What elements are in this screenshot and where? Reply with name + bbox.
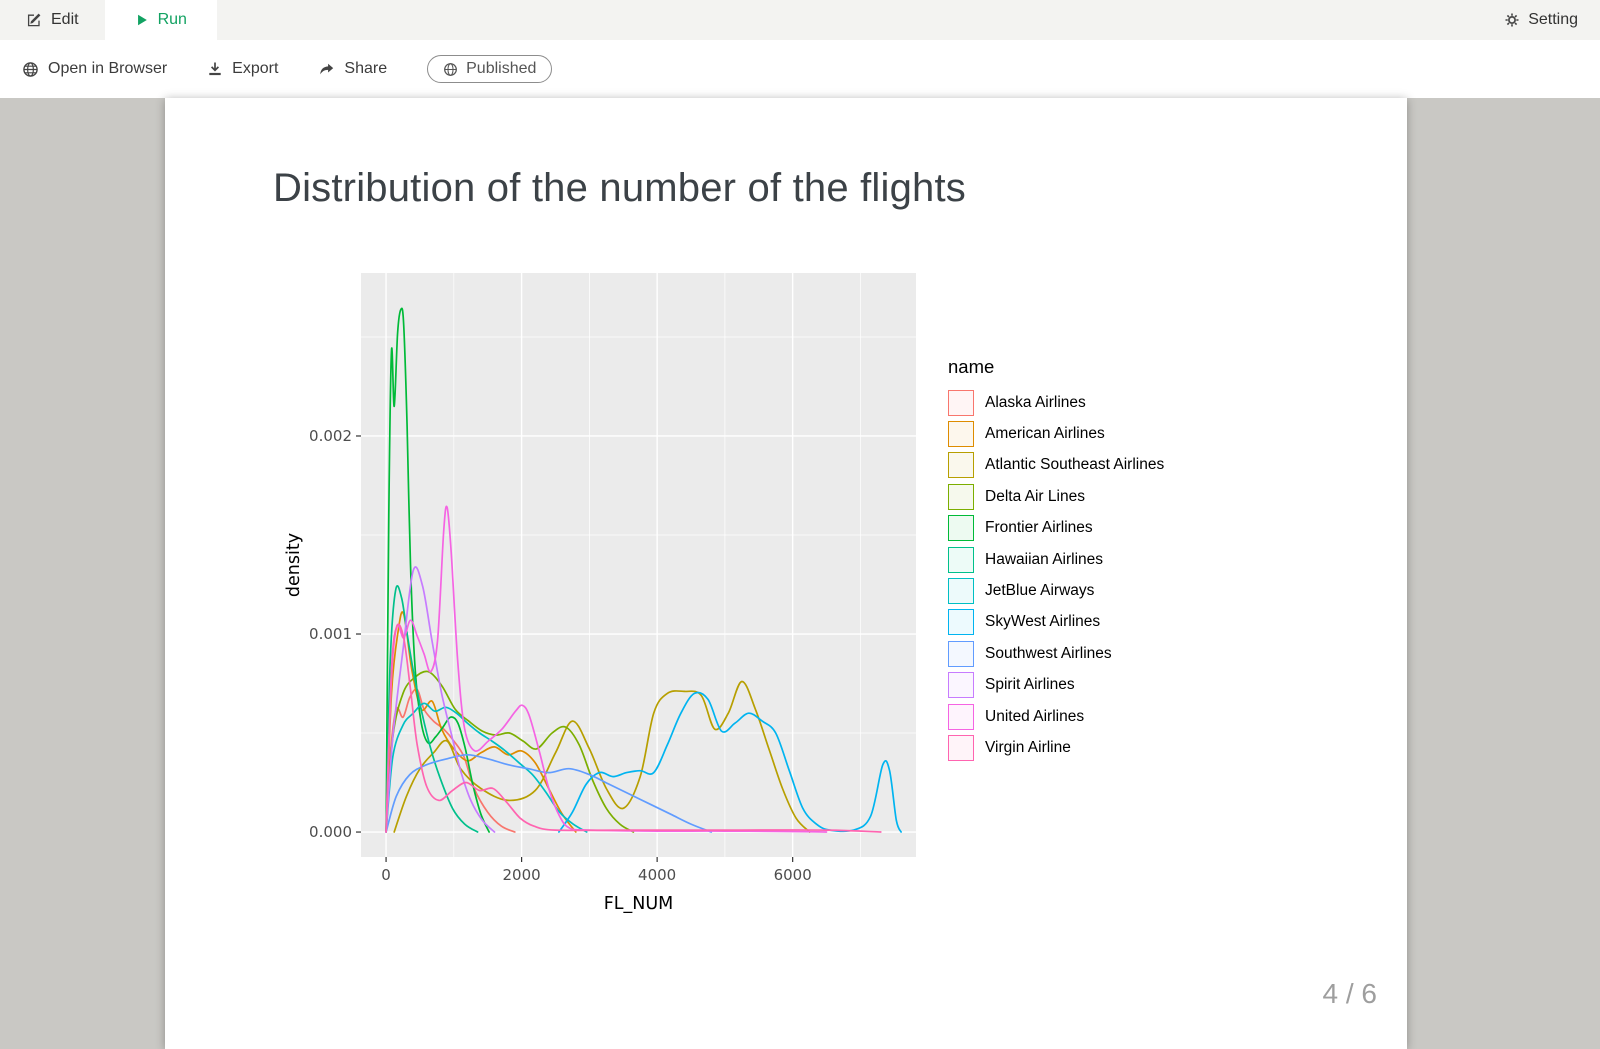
page-indicator: 4 / 6 <box>1322 978 1377 1009</box>
legend-key-swatch <box>948 452 974 479</box>
density-curve <box>385 688 516 833</box>
legend-key-swatch <box>948 578 974 605</box>
content-area: Distribution of the number of the flight… <box>0 98 1600 1049</box>
density-chart: 0 2000 4000 6000 0.000 0.001 0.002 FL_NUM densit… <box>283 248 1203 928</box>
share-label: Share <box>344 60 388 77</box>
legend-key-swatch <box>948 640 974 667</box>
y-tick-label: 0.002 <box>309 427 352 445</box>
published-label: Published <box>466 60 537 77</box>
legend-items: Alaska Airlines American Airlines Atlantic… <box>948 387 1164 764</box>
legend-key-swatch <box>948 734 974 761</box>
legend-item: JetBlue Airways <box>948 575 1164 606</box>
density-curve <box>385 611 577 833</box>
download-icon <box>207 61 223 77</box>
density-curve <box>385 585 479 833</box>
x-tick-label: 6000 <box>774 866 812 884</box>
density-curve <box>385 566 496 833</box>
density-curve <box>385 702 588 833</box>
y-axis-title: density <box>284 533 304 597</box>
x-axis-title: FL_NUM <box>604 894 674 914</box>
chart-legend: name Alaska Airlines American Airlines Atl… <box>948 356 1164 764</box>
legend-item-label: Atlantic Southeast Airlines <box>985 456 1165 474</box>
pencil-icon <box>26 12 42 28</box>
legend-item: Atlantic Southeast Airlines <box>948 450 1164 481</box>
tab-edit-label: Edit <box>51 11 79 28</box>
play-icon <box>135 13 149 27</box>
density-curve <box>393 680 811 833</box>
open-in-browser-label: Open in Browser <box>48 60 168 77</box>
legend-key-swatch <box>948 546 974 573</box>
legend-item: Virgin Airline <box>948 732 1164 763</box>
legend-item-label: Virgin Airline <box>985 738 1071 756</box>
globe-icon <box>443 62 458 77</box>
x-tick-label: 0 <box>381 866 391 884</box>
legend-key-swatch <box>948 421 974 448</box>
y-tick-label: 0.001 <box>309 625 352 643</box>
legend-item-label: SkyWest Airlines <box>985 613 1101 631</box>
legend-item: Alaska Airlines <box>948 387 1164 418</box>
density-curve <box>385 307 490 833</box>
export-button[interactable]: Export <box>207 60 278 78</box>
legend-key-swatch <box>948 515 974 542</box>
density-curve <box>385 623 882 833</box>
legend-item-label: American Airlines <box>985 425 1105 443</box>
x-tick-label: 2000 <box>503 866 541 884</box>
setting-button[interactable]: Setting <box>1482 0 1600 40</box>
legend-item: SkyWest Airlines <box>948 607 1164 638</box>
legend-item: American Airlines <box>948 418 1164 449</box>
legend-item-label: United Airlines <box>985 707 1085 725</box>
gear-icon <box>1504 12 1520 28</box>
legend-key-swatch <box>948 703 974 730</box>
share-arrow-icon <box>318 61 335 78</box>
legend-key-swatch <box>948 672 974 699</box>
presentation-slide: Distribution of the number of the flight… <box>165 98 1407 1049</box>
y-tick-label: 0.000 <box>309 823 352 841</box>
legend-key-swatch <box>948 483 974 510</box>
legend-item: Frontier Airlines <box>948 513 1164 544</box>
published-badge[interactable]: Published <box>427 55 553 83</box>
legend-item: Delta Air Lines <box>948 481 1164 512</box>
legend-item-label: Alaska Airlines <box>985 393 1086 411</box>
density-curve <box>558 691 902 833</box>
legend-item-label: Frontier Airlines <box>985 519 1093 537</box>
tab-run-label: Run <box>157 11 187 28</box>
legend-item-label: JetBlue Airways <box>985 582 1095 600</box>
legend-item-label: Hawaiian Airlines <box>985 550 1104 568</box>
legend-key-swatch <box>948 609 974 636</box>
legend-item: Southwest Airlines <box>948 638 1164 669</box>
globe-icon <box>22 61 39 78</box>
density-plot-svg: 0 2000 4000 6000 0.000 0.001 0.002 FL_NUM densit… <box>284 273 916 914</box>
x-tick-label: 4000 <box>638 866 676 884</box>
legend-title: name <box>948 356 995 377</box>
legend-item-label: Spirit Airlines <box>985 676 1075 694</box>
plot-panel <box>361 273 916 857</box>
tab-edit[interactable]: Edit <box>0 0 105 40</box>
export-label: Export <box>232 60 279 77</box>
tab-bar: Edit Run Setting <box>0 0 1600 40</box>
density-curve <box>385 753 713 833</box>
tab-run[interactable]: Run <box>104 0 217 40</box>
legend-item: Spirit Airlines <box>948 670 1164 701</box>
slide-title: Distribution of the number of the flight… <box>273 166 967 210</box>
legend-key-swatch <box>948 389 974 416</box>
legend-item-label: Southwest Airlines <box>985 644 1112 662</box>
toolbar: Open in Browser Export Share Publis <box>0 40 1600 98</box>
tab-bar-spacer <box>217 0 1482 40</box>
legend-item: Hawaiian Airlines <box>948 544 1164 575</box>
legend-item-label: Delta Air Lines <box>985 487 1085 505</box>
setting-label: Setting <box>1528 11 1578 28</box>
legend-item: United Airlines <box>948 701 1164 732</box>
open-in-browser-button[interactable]: Open in Browser <box>22 60 167 78</box>
share-button[interactable]: Share <box>318 60 387 78</box>
